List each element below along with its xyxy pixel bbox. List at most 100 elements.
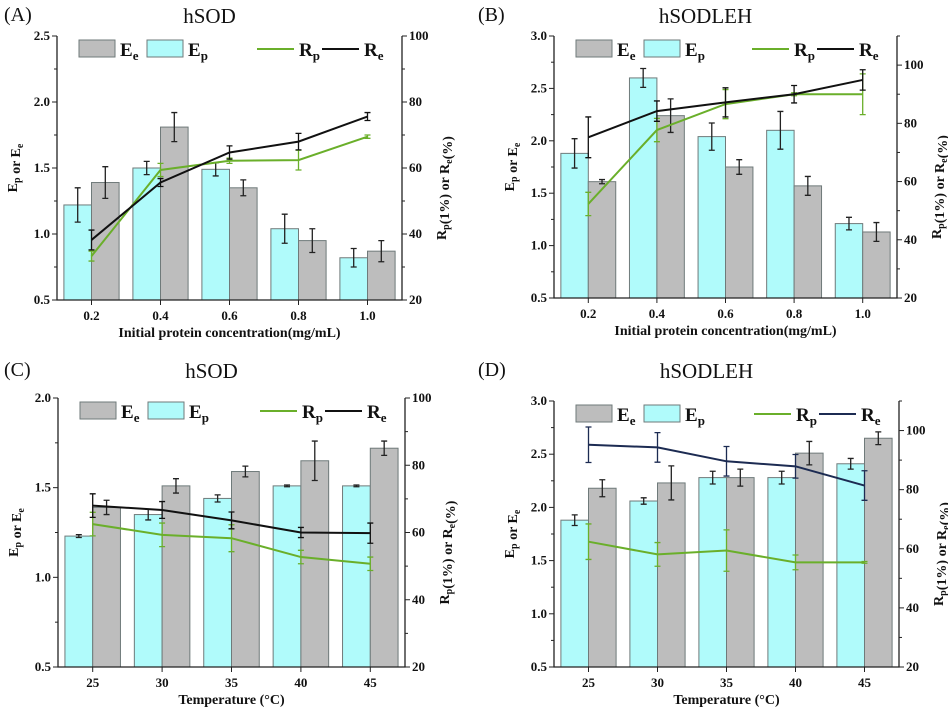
y-tick-label: 0.5 — [35, 659, 52, 674]
legend-swatch-ee — [575, 404, 613, 423]
error-bar-re — [791, 84, 798, 104]
y2-tick-label: 60 — [904, 174, 917, 189]
bar-ee — [231, 471, 260, 668]
error-bar-ep — [571, 514, 578, 527]
bar-ep — [203, 497, 233, 668]
bar-ee — [656, 115, 685, 299]
error-bar-ep — [709, 470, 716, 485]
x-tick-label: 30 — [156, 675, 169, 690]
error-bar-re — [585, 426, 592, 464]
error-bar-re — [653, 100, 660, 122]
y2-tick-label: 40 — [409, 226, 422, 241]
legend-label-rp: Rp — [796, 405, 817, 428]
error-bar-rp — [792, 554, 799, 571]
y-tick-label: 3.0 — [531, 393, 547, 408]
bar-ep — [698, 477, 728, 668]
y-axis-label: Ep or Ee — [6, 143, 26, 192]
bar-ee — [657, 482, 686, 668]
y2-tick-label: 20 — [904, 290, 917, 305]
error-bar-ee — [873, 221, 880, 243]
y-tick-label: 1.0 — [35, 569, 51, 584]
bar-ep — [64, 535, 94, 668]
error-bar-ep — [350, 247, 357, 268]
x-tick-label: 40 — [294, 675, 307, 690]
y-tick-label: 2.0 — [531, 133, 547, 148]
error-bar-ep — [143, 160, 150, 176]
error-bar-re — [228, 511, 235, 530]
panel-label: (A) — [4, 4, 32, 26]
y2-tick-label: 100 — [904, 57, 924, 72]
x-tick-label: 45 — [364, 675, 378, 690]
legend-label-rp: Rp — [302, 402, 323, 425]
bar-ep — [272, 485, 302, 668]
error-bar-rp — [157, 162, 164, 178]
y-tick-label: 1.5 — [531, 185, 548, 200]
legend-label-ee: Ee — [617, 40, 636, 63]
y-tick-label: 1.5 — [34, 160, 51, 175]
error-bar-ep — [571, 138, 578, 169]
bar-ee — [864, 437, 893, 668]
error-bar-re — [723, 445, 730, 477]
bar-ee — [92, 506, 121, 668]
error-bar-ep — [75, 534, 82, 539]
bar-ep — [834, 223, 864, 299]
x-tick-label: 45 — [858, 675, 872, 690]
chart-title: hSODLEH — [660, 359, 753, 383]
panel-label: (D) — [478, 359, 506, 381]
y-axis-label: Ep or Ee — [503, 509, 523, 558]
error-bar-ee — [381, 440, 388, 457]
bar-ep — [697, 136, 726, 299]
y2-tick-label: 80 — [904, 115, 917, 130]
error-bar-ee — [599, 479, 606, 498]
bar-ep — [342, 485, 371, 668]
y2-tick-label: 100 — [409, 28, 429, 43]
error-bar-rp — [585, 523, 592, 561]
y2-axis-label: Rp(1%) or Re(%) — [435, 136, 456, 240]
legend-label-ep: Ep — [685, 405, 705, 428]
y-tick-label: 1.5 — [531, 553, 548, 568]
y2-tick-label: 100 — [906, 423, 926, 438]
error-bar-re — [722, 87, 729, 118]
bar-ee — [91, 182, 120, 301]
error-bar-ee — [737, 468, 744, 487]
error-bar-re — [159, 500, 166, 520]
bar-ee — [725, 166, 754, 299]
x-tick-label: 35 — [225, 675, 239, 690]
bar-ee — [588, 487, 617, 668]
error-bar-ee — [806, 440, 813, 466]
y2-tick-label: 20 — [412, 659, 425, 674]
x-axis-label: Initial protein concentration(mg/mL) — [614, 324, 837, 339]
y2-tick-label: 60 — [409, 160, 422, 175]
bar-ee — [300, 460, 330, 668]
x-tick-label: 0.8 — [786, 306, 803, 321]
error-bar-ep — [353, 484, 360, 488]
y-tick-label: 1.0 — [531, 238, 547, 253]
x-tick-label: 25 — [86, 675, 100, 690]
legend-label-rp: Rp — [794, 40, 815, 63]
error-bar-re — [297, 526, 304, 539]
y-tick-label: 0.5 — [34, 292, 51, 307]
error-bar-ee — [736, 159, 743, 175]
legend: Ee Ep Rp Re — [575, 39, 879, 63]
y2-tick-label: 80 — [409, 94, 422, 109]
y2-tick-label: 80 — [412, 457, 425, 472]
legend-swatch-ee — [575, 39, 613, 58]
error-bar-ee — [242, 465, 249, 478]
y-axis-label: Ep or Ee — [503, 142, 523, 191]
y-tick-label: 2.0 — [531, 499, 547, 514]
legend-swatch-ep — [643, 404, 681, 423]
error-bar-ep — [74, 187, 81, 223]
legend-label-ee: Ee — [617, 405, 636, 428]
error-bar-re — [157, 177, 164, 188]
error-bar-ee — [668, 465, 675, 501]
y-tick-label: 1.5 — [35, 480, 52, 495]
legend-label-ep: Ep — [189, 402, 209, 425]
y2-tick-label: 100 — [412, 390, 432, 405]
y2-tick-label: 60 — [906, 541, 919, 556]
error-bar-re — [585, 116, 592, 159]
legend-label-rp: Rp — [299, 40, 320, 63]
error-bar-ee — [102, 166, 109, 200]
panel-c: (C) hSOD 0.5 1.0 1.5 2.0 20 40 60 80 100 25 30 35 40 45… — [4, 359, 459, 708]
legend-swatch-ee — [79, 401, 117, 420]
